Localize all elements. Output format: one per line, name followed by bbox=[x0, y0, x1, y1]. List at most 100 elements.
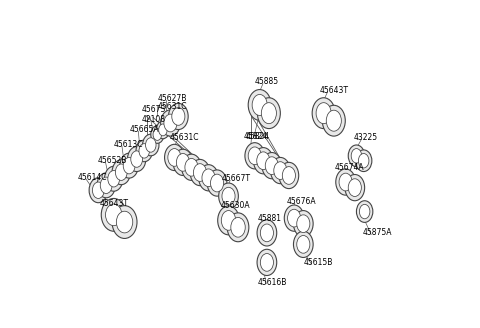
Ellipse shape bbox=[231, 217, 245, 237]
Ellipse shape bbox=[210, 174, 224, 192]
Ellipse shape bbox=[282, 167, 295, 184]
Text: 45665A: 45665A bbox=[130, 125, 160, 134]
Text: 43225: 43225 bbox=[353, 133, 377, 142]
Text: 45676A: 45676A bbox=[287, 197, 316, 206]
Ellipse shape bbox=[151, 126, 164, 143]
Ellipse shape bbox=[199, 165, 218, 191]
Ellipse shape bbox=[345, 174, 365, 201]
Text: 45673
42108: 45673 42108 bbox=[142, 105, 166, 125]
Ellipse shape bbox=[260, 224, 274, 242]
Ellipse shape bbox=[164, 114, 177, 132]
Text: 45630A: 45630A bbox=[220, 200, 250, 210]
Ellipse shape bbox=[202, 169, 215, 187]
Ellipse shape bbox=[257, 249, 277, 276]
Ellipse shape bbox=[165, 144, 184, 171]
Ellipse shape bbox=[274, 162, 287, 179]
Ellipse shape bbox=[190, 159, 210, 186]
Ellipse shape bbox=[312, 98, 335, 129]
Ellipse shape bbox=[293, 211, 313, 237]
Ellipse shape bbox=[257, 220, 277, 246]
Ellipse shape bbox=[97, 173, 115, 198]
Ellipse shape bbox=[108, 171, 120, 187]
Ellipse shape bbox=[143, 134, 159, 156]
Ellipse shape bbox=[339, 173, 352, 191]
Text: 45881: 45881 bbox=[258, 214, 282, 223]
Ellipse shape bbox=[181, 154, 201, 180]
Ellipse shape bbox=[136, 140, 153, 162]
Ellipse shape bbox=[359, 154, 369, 168]
Ellipse shape bbox=[260, 254, 274, 271]
Ellipse shape bbox=[105, 166, 123, 191]
Ellipse shape bbox=[193, 164, 206, 181]
Ellipse shape bbox=[218, 206, 240, 235]
Ellipse shape bbox=[262, 153, 282, 179]
Ellipse shape bbox=[248, 90, 271, 120]
Ellipse shape bbox=[257, 152, 270, 170]
Text: 45631C: 45631C bbox=[157, 102, 187, 111]
Ellipse shape bbox=[123, 157, 135, 174]
Ellipse shape bbox=[168, 149, 181, 166]
Ellipse shape bbox=[348, 145, 365, 167]
Text: 45615B: 45615B bbox=[303, 258, 333, 267]
Ellipse shape bbox=[145, 138, 156, 152]
Ellipse shape bbox=[227, 213, 249, 242]
Ellipse shape bbox=[222, 187, 235, 205]
Ellipse shape bbox=[261, 103, 276, 124]
Ellipse shape bbox=[116, 211, 133, 233]
Ellipse shape bbox=[159, 124, 167, 136]
Ellipse shape bbox=[288, 209, 300, 227]
Ellipse shape bbox=[112, 160, 131, 185]
Ellipse shape bbox=[284, 205, 304, 231]
Text: 45643T: 45643T bbox=[319, 86, 348, 95]
Ellipse shape bbox=[221, 211, 236, 230]
Ellipse shape bbox=[92, 182, 104, 198]
Ellipse shape bbox=[248, 147, 261, 165]
Ellipse shape bbox=[265, 157, 278, 174]
Ellipse shape bbox=[257, 98, 280, 129]
Text: 45616B: 45616B bbox=[258, 277, 288, 287]
Ellipse shape bbox=[176, 154, 190, 171]
Ellipse shape bbox=[279, 162, 299, 189]
Text: 45631C: 45631C bbox=[169, 133, 199, 142]
Ellipse shape bbox=[115, 164, 127, 180]
Ellipse shape bbox=[106, 204, 122, 226]
Text: 45674A: 45674A bbox=[335, 163, 365, 172]
Ellipse shape bbox=[112, 206, 137, 238]
Ellipse shape bbox=[161, 110, 180, 136]
Ellipse shape bbox=[101, 198, 126, 231]
Ellipse shape bbox=[219, 183, 239, 209]
Text: 45824: 45824 bbox=[246, 132, 270, 141]
Ellipse shape bbox=[120, 153, 138, 178]
Ellipse shape bbox=[168, 103, 188, 130]
Ellipse shape bbox=[271, 157, 290, 184]
Ellipse shape bbox=[173, 149, 193, 175]
Ellipse shape bbox=[351, 149, 362, 163]
Ellipse shape bbox=[252, 94, 267, 115]
Text: 45652B: 45652B bbox=[97, 156, 127, 165]
Ellipse shape bbox=[326, 110, 341, 131]
Ellipse shape bbox=[185, 158, 198, 176]
Ellipse shape bbox=[172, 108, 185, 125]
Ellipse shape bbox=[207, 170, 227, 196]
Ellipse shape bbox=[128, 147, 146, 172]
Text: 45875A: 45875A bbox=[363, 228, 393, 237]
Ellipse shape bbox=[323, 105, 345, 136]
Text: 45614C: 45614C bbox=[78, 173, 107, 182]
Ellipse shape bbox=[156, 121, 169, 139]
Ellipse shape bbox=[336, 169, 356, 195]
Ellipse shape bbox=[100, 177, 112, 194]
Ellipse shape bbox=[360, 204, 370, 219]
Ellipse shape bbox=[356, 150, 372, 172]
Ellipse shape bbox=[89, 178, 108, 203]
Ellipse shape bbox=[357, 201, 373, 222]
Ellipse shape bbox=[348, 179, 361, 196]
Ellipse shape bbox=[131, 151, 143, 167]
Text: 45627B: 45627B bbox=[157, 94, 187, 103]
Text: 45885: 45885 bbox=[255, 77, 279, 87]
Ellipse shape bbox=[245, 143, 264, 169]
Text: 45824: 45824 bbox=[243, 132, 267, 141]
Ellipse shape bbox=[153, 129, 162, 140]
Text: 45643T: 45643T bbox=[100, 199, 129, 208]
Text: 45613C: 45613C bbox=[114, 140, 143, 149]
Text: 45667T: 45667T bbox=[222, 174, 251, 183]
